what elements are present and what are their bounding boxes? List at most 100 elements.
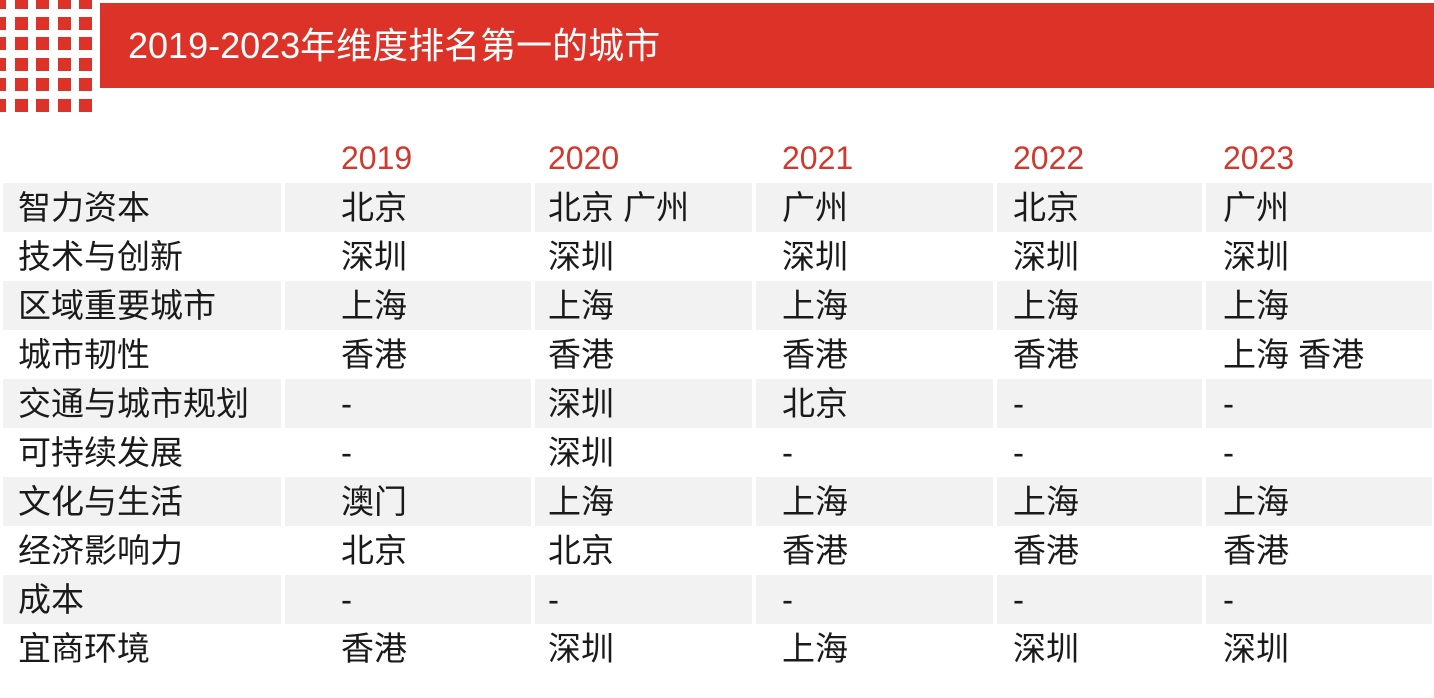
dot — [79, 0, 92, 9]
dot — [14, 16, 28, 30]
dot — [57, 16, 71, 30]
dot — [57, 98, 71, 112]
dot — [14, 57, 28, 71]
cell-value: 香港 — [1202, 526, 1432, 575]
cell-value: 香港 — [993, 526, 1202, 575]
table-row: 经济影响力 北京 北京 香港 香港 香港 — [3, 526, 1432, 575]
cell-value: 深圳 — [993, 624, 1202, 673]
cell-value: 北京 — [993, 183, 1202, 232]
cell-value: 深圳 — [531, 379, 752, 428]
row-label: 交通与城市规划 — [18, 385, 249, 422]
cell-value: 上海 — [752, 624, 993, 673]
cell-value: - — [281, 428, 531, 477]
cell-value: 北京 广州 — [531, 183, 752, 232]
cell-value: 深圳 — [281, 232, 531, 281]
ranking-table: 2019 2020 2021 2022 2023 智力资本 北京 北京 广州 广州 北京 广州 技术… — [3, 133, 1432, 673]
row-label: 成本 — [18, 581, 84, 618]
dot — [79, 16, 92, 30]
cell-value: - — [1202, 428, 1432, 477]
dot — [0, 16, 6, 30]
page-title: 2019-2023年维度排名第一的城市 — [128, 24, 661, 66]
cell-value: 深圳 — [531, 428, 752, 477]
cell-value: - — [281, 379, 531, 428]
cell-value: - — [1202, 379, 1432, 428]
table-row: 智力资本 北京 北京 广州 广州 北京 广州 — [3, 183, 1432, 232]
dot — [0, 98, 6, 112]
row-label: 区域重要城市 — [18, 287, 216, 324]
dot — [36, 78, 49, 91]
cell-value: - — [281, 575, 531, 624]
row-label: 文化与生活 — [18, 483, 183, 520]
dot — [79, 98, 92, 112]
table-row: 技术与创新 深圳 深圳 深圳 深圳 深圳 — [3, 232, 1432, 281]
cell-value: - — [993, 379, 1202, 428]
cell-value: - — [752, 428, 993, 477]
cell-value: 深圳 — [1202, 232, 1432, 281]
row-label: 经济影响力 — [18, 532, 183, 569]
cell-value: 深圳 — [993, 232, 1202, 281]
title-banner: 2019-2023年维度排名第一的城市 — [100, 3, 1434, 88]
cell-value: 上海 — [752, 477, 993, 526]
cell-value: 上海 — [281, 281, 531, 330]
header-corner-cell — [3, 133, 281, 183]
dot — [0, 78, 6, 91]
dot — [36, 16, 49, 30]
cell-value: - — [1202, 575, 1432, 624]
year-header: 2019 — [341, 140, 413, 176]
dot — [36, 98, 49, 112]
cell-value: 上海 — [993, 281, 1202, 330]
table-row: 成本 - - - - - — [3, 575, 1432, 624]
table-row: 文化与生活 澳门 上海 上海 上海 上海 — [3, 477, 1432, 526]
cell-value: 香港 — [281, 624, 531, 673]
cell-value: 上海 — [993, 477, 1202, 526]
row-label: 技术与创新 — [18, 238, 183, 275]
cell-value: 深圳 — [752, 232, 993, 281]
year-header: 2022 — [1013, 140, 1085, 176]
cell-value: 澳门 — [281, 477, 531, 526]
cell-value: 深圳 — [531, 232, 752, 281]
dot — [36, 57, 49, 71]
cell-value: 香港 — [281, 330, 531, 379]
cell-value: 上海 — [1202, 281, 1432, 330]
year-header: 2023 — [1223, 140, 1295, 176]
cell-value: 香港 — [993, 330, 1202, 379]
cell-value: 上海 — [531, 477, 752, 526]
dot — [14, 78, 28, 91]
cell-value: 北京 — [752, 379, 993, 428]
cell-value: 上海 香港 — [1202, 330, 1432, 379]
table-header-row: 2019 2020 2021 2022 2023 — [3, 133, 1432, 183]
cell-value: 北京 — [281, 526, 531, 575]
table-row: 城市韧性 香港 香港 香港 香港 上海 香港 — [3, 330, 1432, 379]
row-label: 宜商环境 — [18, 630, 150, 667]
cell-value: - — [993, 428, 1202, 477]
dot — [36, 0, 49, 9]
dot — [79, 37, 92, 50]
cell-value: 广州 — [1202, 183, 1432, 232]
cell-value: - — [993, 575, 1202, 624]
dot — [36, 37, 49, 50]
table-row: 区域重要城市 上海 上海 上海 上海 上海 — [3, 281, 1432, 330]
year-header: 2020 — [548, 140, 620, 176]
cell-value: 上海 — [752, 281, 993, 330]
dot — [57, 57, 71, 71]
cell-value: - — [531, 575, 752, 624]
dot — [14, 37, 28, 50]
cell-value: - — [752, 575, 993, 624]
dot — [14, 0, 28, 9]
cell-value: 深圳 — [531, 624, 752, 673]
table-row: 宜商环境 香港 深圳 上海 深圳 深圳 — [3, 624, 1432, 673]
dot — [0, 0, 6, 9]
dot-grid — [0, 0, 92, 112]
table-row: 可持续发展 - 深圳 - - - — [3, 428, 1432, 477]
cell-value: 香港 — [752, 330, 993, 379]
year-header: 2021 — [782, 140, 854, 176]
dot — [0, 37, 6, 50]
cell-value: 北京 — [281, 183, 531, 232]
cell-value: 深圳 — [1202, 624, 1432, 673]
cell-value: 北京 — [531, 526, 752, 575]
dot — [57, 78, 71, 91]
dot — [79, 78, 92, 91]
dot — [14, 98, 28, 112]
cell-value: 香港 — [752, 526, 993, 575]
cell-value: 香港 — [531, 330, 752, 379]
